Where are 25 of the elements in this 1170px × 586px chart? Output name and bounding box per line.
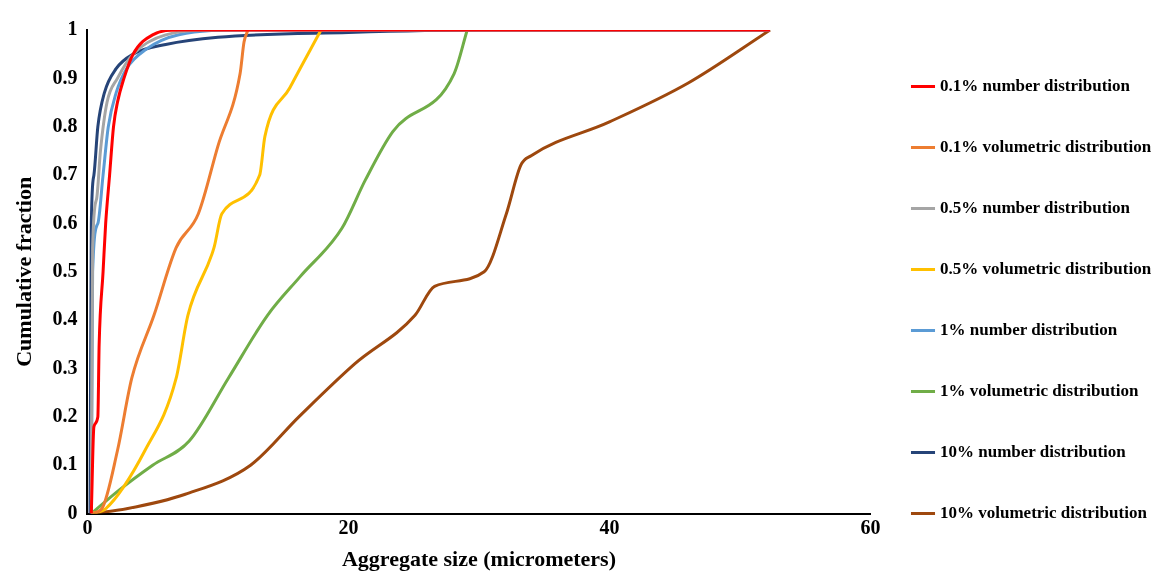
- y-axis-title: Cumulative fraction: [10, 176, 36, 367]
- y-tick-label: 0.9: [52, 65, 78, 88]
- y-tick-label: 0.4: [52, 307, 78, 330]
- x-axis-title: Aggregate size (micrometers): [341, 546, 616, 572]
- x-tick-label: 0: [82, 515, 93, 538]
- legend-label: 0.1% number distribution: [940, 75, 1131, 95]
- y-tick-label: 0.6: [52, 210, 78, 233]
- x-tick-label: 20: [338, 515, 359, 538]
- y-tick-label: 1: [67, 17, 78, 40]
- legend-label: 0.5% volumetric distribution: [940, 258, 1152, 278]
- legend-label: 0.1% volumetric distribution: [940, 136, 1152, 156]
- legend-label: 0.5% number distribution: [940, 197, 1131, 217]
- y-tick-label: 0: [67, 500, 78, 523]
- y-tick-label: 0.5: [52, 258, 78, 281]
- y-tick-label: 0.3: [52, 355, 78, 378]
- y-tick-label: 0.7: [52, 162, 78, 185]
- legend-label: 1% number distribution: [940, 319, 1118, 339]
- x-tick-label: 60: [860, 515, 881, 538]
- y-tick-label: 0.1: [52, 452, 78, 475]
- legend-label: 1% volumetric distribution: [940, 380, 1139, 400]
- legend-label: 10% number distribution: [940, 441, 1127, 461]
- x-tick-label: 40: [599, 515, 620, 538]
- y-tick-label: 0.2: [52, 404, 78, 427]
- legend-label: 10% volumetric distribution: [940, 502, 1148, 522]
- y-tick-label: 0.8: [52, 113, 78, 136]
